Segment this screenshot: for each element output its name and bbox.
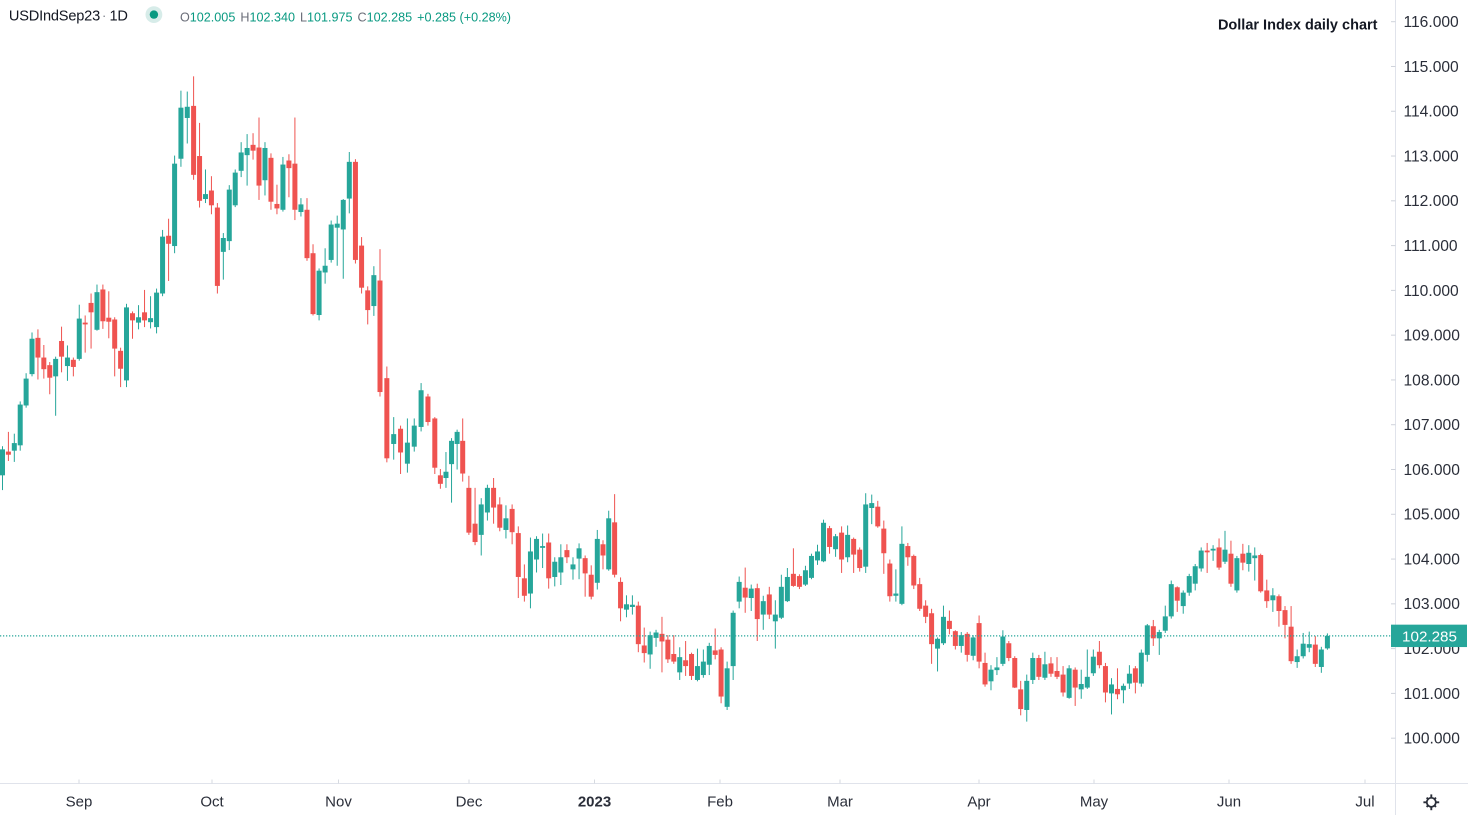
svg-text:Dec: Dec (456, 793, 483, 810)
svg-text:106.000: 106.000 (1404, 462, 1461, 479)
svg-text:110.000: 110.000 (1404, 283, 1460, 300)
svg-text:Mar: Mar (827, 793, 853, 810)
svg-text:Apr: Apr (967, 793, 990, 810)
svg-text:114.000: 114.000 (1404, 104, 1460, 121)
svg-text:115.000: 115.000 (1404, 59, 1460, 76)
svg-text:107.000: 107.000 (1404, 417, 1461, 434)
svg-text:2023: 2023 (578, 793, 611, 810)
svg-text:Feb: Feb (707, 793, 733, 810)
svg-text:102.285: 102.285 (1402, 628, 1457, 645)
svg-text:111.000: 111.000 (1404, 238, 1458, 255)
svg-text:Sep: Sep (66, 793, 93, 810)
svg-text:May: May (1080, 793, 1109, 810)
svg-text:113.000: 113.000 (1404, 148, 1460, 165)
svg-text:105.000: 105.000 (1404, 507, 1461, 524)
svg-text:109.000: 109.000 (1404, 328, 1461, 345)
svg-text:Jul: Jul (1355, 793, 1374, 810)
svg-text:108.000: 108.000 (1404, 372, 1461, 389)
svg-text:100.000: 100.000 (1404, 731, 1461, 748)
svg-text:Nov: Nov (325, 793, 352, 810)
svg-text:USDIndSep23: USDIndSep23 (9, 9, 100, 25)
svg-text:·: · (102, 8, 106, 23)
svg-text:Oct: Oct (200, 793, 224, 810)
svg-text:Dollar Index daily chart: Dollar Index daily chart (1218, 18, 1378, 34)
svg-text:103.000: 103.000 (1404, 596, 1461, 613)
svg-text:112.000: 112.000 (1404, 193, 1460, 210)
svg-text:1D: 1D (110, 9, 128, 25)
svg-text:101.000: 101.000 (1404, 686, 1461, 703)
svg-text:116.000: 116.000 (1404, 14, 1460, 31)
svg-text:Jun: Jun (1217, 793, 1241, 810)
svg-text:104.000: 104.000 (1404, 551, 1461, 568)
